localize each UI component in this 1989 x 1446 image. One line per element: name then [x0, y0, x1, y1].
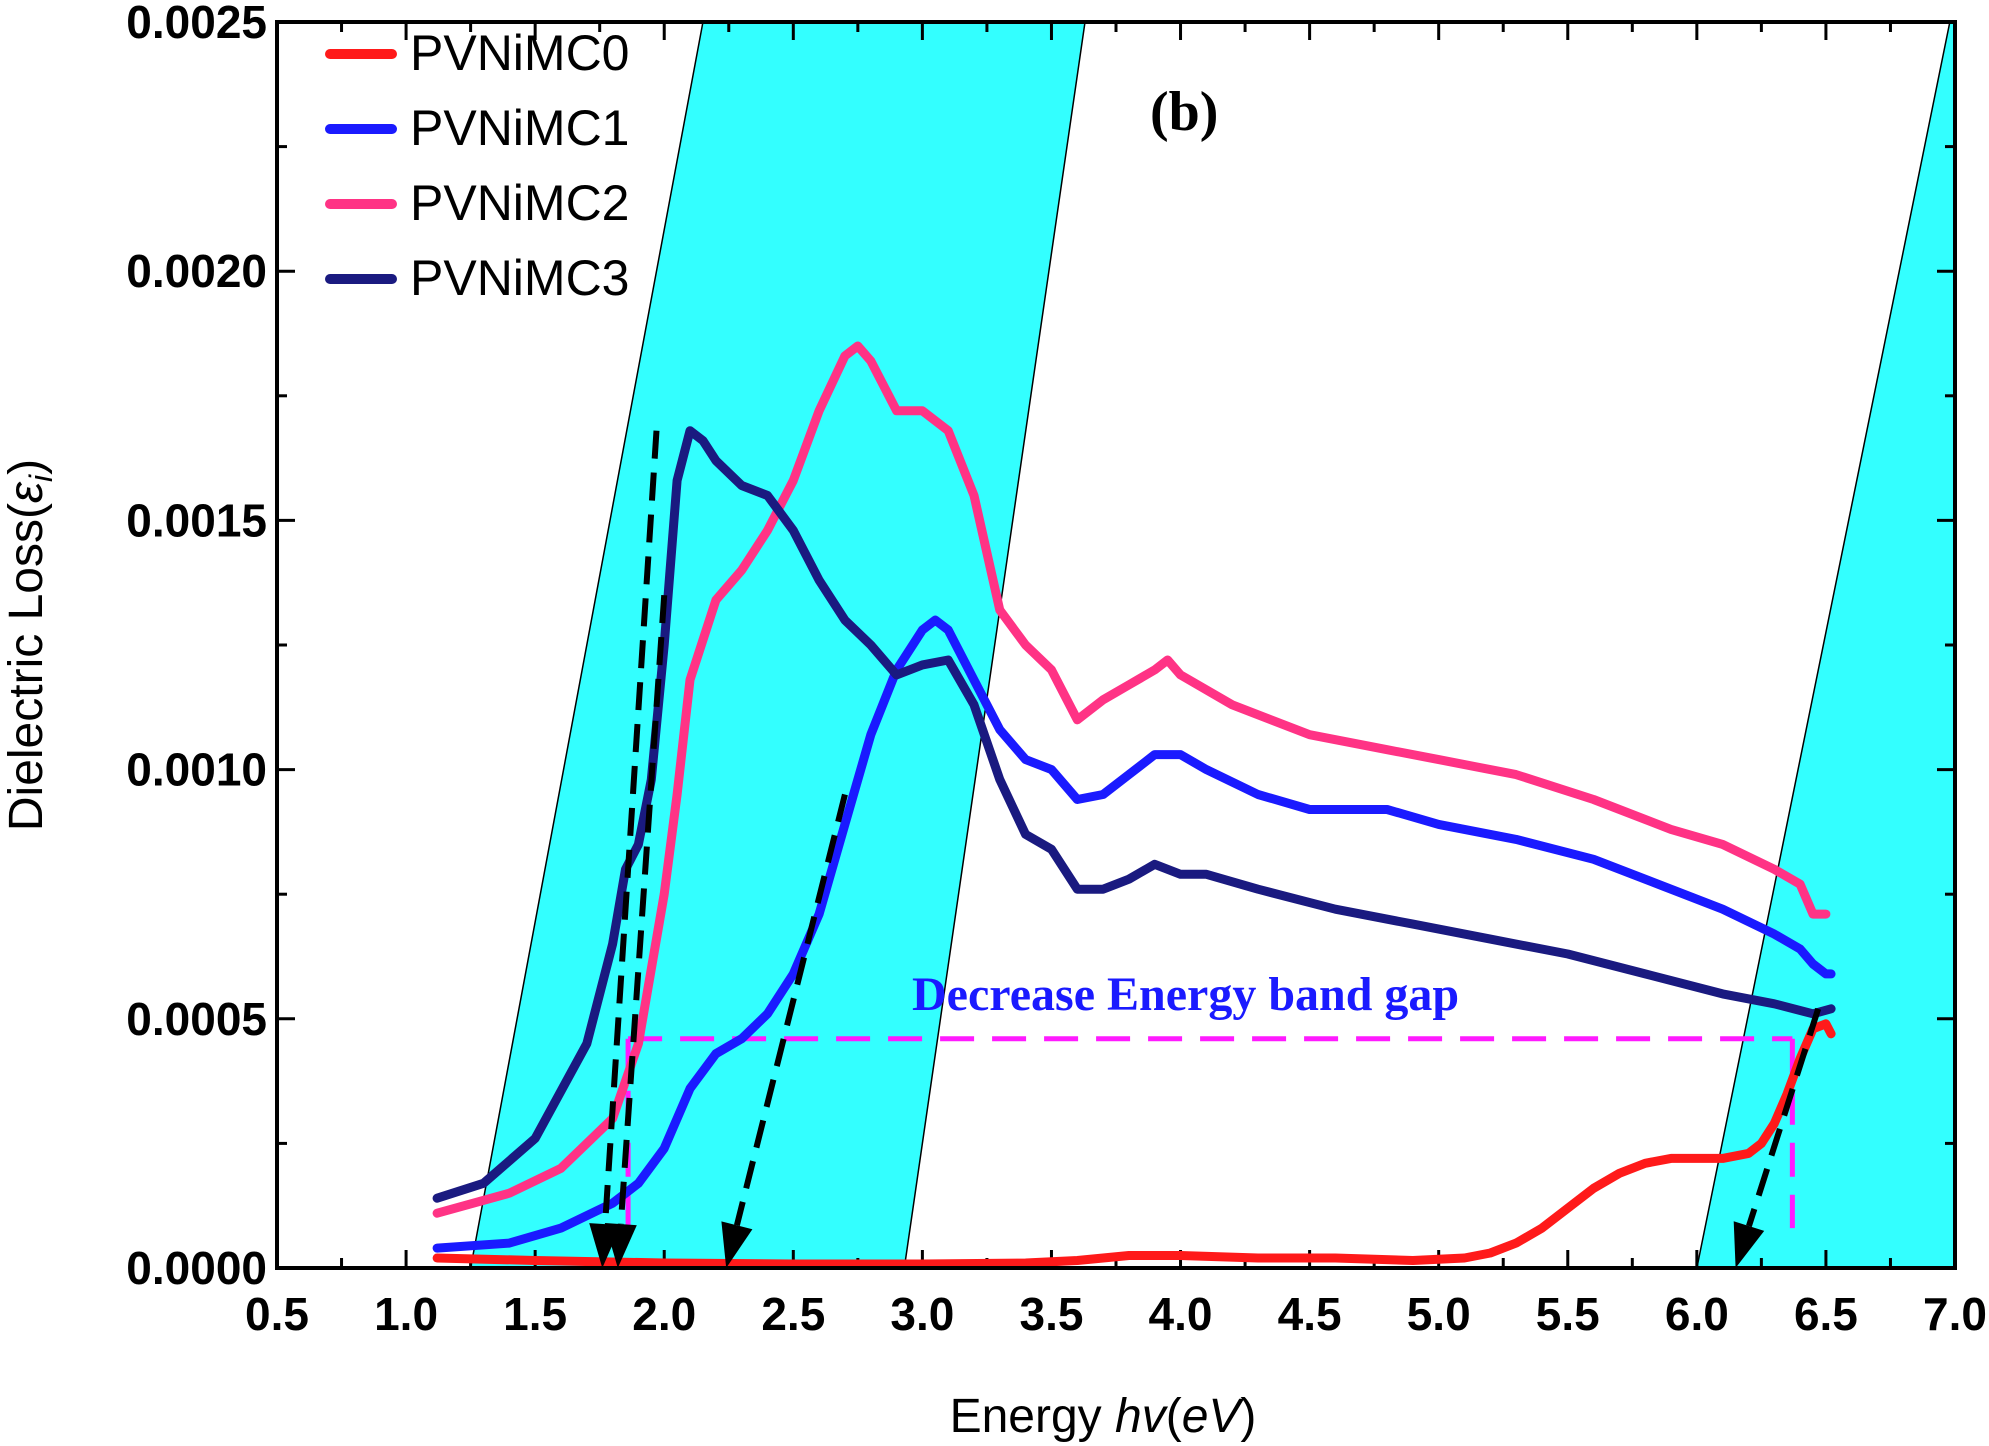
- band-gap-arrows: [589, 430, 1822, 1268]
- arrow-head-4: [1733, 1221, 1765, 1268]
- shaded-band-2: [1696, 22, 1955, 1268]
- x-tick-label: 7.0: [1923, 1288, 1987, 1340]
- x-tick-label: 5.0: [1407, 1288, 1471, 1340]
- x-tick-label: 3.0: [890, 1288, 954, 1340]
- y-axis-title-close: ): [0, 459, 53, 475]
- y-tick-label: 0.0025: [126, 0, 267, 48]
- arrow-head-3: [721, 1221, 753, 1268]
- y-axis-title-symbol: ε: [0, 481, 53, 503]
- arrow-shaft-4: [1746, 1007, 1822, 1227]
- series-line-PVNiMC2: [432, 341, 1831, 1218]
- y-axis-title: Dielectric Loss(εi): [0, 459, 59, 831]
- y-axis-title-open: (: [0, 503, 53, 519]
- y-axis-title-subscript: i: [23, 474, 59, 482]
- x-tick-label: 2.0: [632, 1288, 696, 1340]
- series-line-PVNiMC1: [432, 615, 1836, 1253]
- x-axis-title: Energy hv(eV): [950, 1390, 1257, 1443]
- x-tick-label: 6.5: [1794, 1288, 1858, 1340]
- x-tick-label: 5.5: [1536, 1288, 1600, 1340]
- x-tick-label: 1.0: [374, 1288, 438, 1340]
- y-tick-label: 0.0010: [126, 744, 267, 796]
- x-tick-labels: 0.5 1.0 1.5 2.0 2.5 3.0 3.5 4.0 4.5 5.0 5.5 6.0 6.5 7…: [245, 1288, 1987, 1340]
- legend: PVNiMC0 PVNiMC1 PVNiMC2 PVNiMC3: [325, 25, 629, 306]
- x-axis-title-open: (: [1166, 1390, 1182, 1443]
- y-tick-label: 0.0015: [126, 494, 267, 546]
- legend-label-PVNiMC0: PVNiMC0: [410, 25, 629, 81]
- series-line-PVNiMC0: [432, 1019, 1836, 1268]
- x-axis-title-unit: eV: [1182, 1390, 1245, 1443]
- y-tick-label: 0.0020: [126, 245, 267, 297]
- y-tick-label: 0.0005: [126, 993, 267, 1045]
- panel-label: (b): [1150, 81, 1218, 143]
- y-axis-title-main: Dielectric Loss: [0, 519, 53, 831]
- plot-frame: [275, 20, 1957, 1270]
- x-axis-title-main: Energy: [950, 1390, 1115, 1443]
- arrow-shaft-2: [617, 594, 668, 1225]
- legend-label-PVNiMC1: PVNiMC1: [410, 100, 629, 156]
- annotation-text: Decrease Energy band gap: [912, 968, 1459, 1021]
- x-axis-title-italic: hv: [1115, 1390, 1169, 1443]
- x-tick-label: 0.5: [245, 1288, 309, 1340]
- x-tick-label: 4.5: [1278, 1288, 1342, 1340]
- x-tick-label: 6.0: [1665, 1288, 1729, 1340]
- arrow-head-2: [604, 1223, 637, 1268]
- x-tick-label: 3.5: [1019, 1288, 1083, 1340]
- legend-label-PVNiMC2: PVNiMC2: [410, 175, 629, 231]
- x-axis-title-close: ): [1240, 1390, 1256, 1443]
- x-tick-label: 2.5: [761, 1288, 825, 1340]
- arrow-shaft-1: [602, 430, 660, 1225]
- y-tick-labels: 0.0000 0.0005 0.0010 0.0015 0.0020 0.0025: [126, 0, 267, 1294]
- y-tick-label: 0.0000: [126, 1242, 267, 1294]
- arrow-shaft-3: [733, 793, 848, 1227]
- x-tick-label: 4.0: [1149, 1288, 1213, 1340]
- x-tick-label: 1.5: [503, 1288, 567, 1340]
- legend-label-PVNiMC3: PVNiMC3: [410, 250, 629, 306]
